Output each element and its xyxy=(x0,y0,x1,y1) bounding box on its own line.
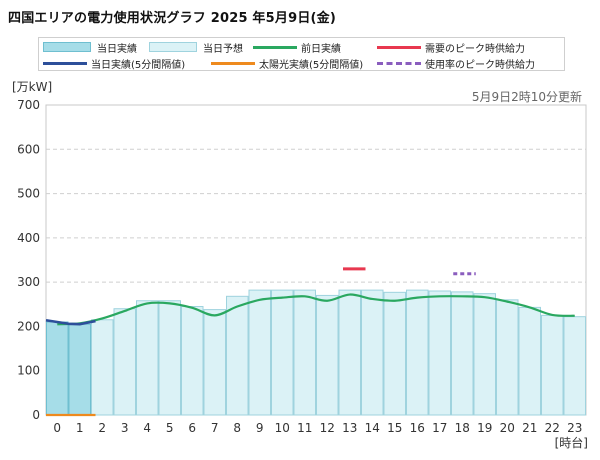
x-tick-label: 20 xyxy=(500,421,515,435)
y-tick-label: 200 xyxy=(17,319,40,333)
legend-label: 当日実績(5分間隔値) xyxy=(91,59,186,71)
bar-today-actual xyxy=(68,323,91,416)
legend-item-usage-peak-supply: 使用率のピーク時供給力 xyxy=(377,56,535,71)
bar-today-forecast xyxy=(136,300,159,416)
legend-swatch-today-5min xyxy=(43,61,87,65)
x-tick-label: 11 xyxy=(297,421,312,435)
line-prev-day-actual xyxy=(57,293,575,326)
legend-label: 前日実績 xyxy=(301,43,341,55)
legend-swatch-solar-5min xyxy=(211,61,255,65)
x-tick-label: 7 xyxy=(211,421,219,435)
bar-today-forecast xyxy=(158,300,181,416)
x-tick-label: 6 xyxy=(188,421,196,435)
legend-label: 当日予想 xyxy=(203,43,243,55)
line-today-5min xyxy=(45,318,96,326)
x-tick-label: 1 xyxy=(76,421,84,435)
updated-timestamp: 5月9日2時10分更新 xyxy=(471,90,582,104)
bar-today-forecast xyxy=(338,289,361,416)
x-tick-label: 8 xyxy=(233,421,241,435)
x-tick-label: 12 xyxy=(320,421,335,435)
y-tick-label: 100 xyxy=(17,364,40,378)
legend-item-today-5min: 当日実績(5分間隔値) xyxy=(43,56,186,71)
x-tick-label: 4 xyxy=(143,421,151,435)
y-tick-label: 600 xyxy=(17,142,40,156)
bar-today-forecast xyxy=(181,306,204,416)
legend-swatch-today-forecast xyxy=(149,42,197,52)
x-tick-label: 19 xyxy=(477,421,492,435)
x-tick-label: 18 xyxy=(455,421,470,435)
bar-today-forecast xyxy=(518,306,541,416)
bar-today-forecast xyxy=(428,290,451,416)
x-tick-label: 9 xyxy=(256,421,264,435)
x-tick-label: 0 xyxy=(53,421,61,435)
y-axis-unit: [万kW] xyxy=(12,80,53,94)
x-tick-label: 2 xyxy=(98,421,106,435)
legend-item-today-forecast: 当日予想 xyxy=(149,40,243,55)
x-tick-label: 13 xyxy=(342,421,357,435)
legend-swatch-today-actual xyxy=(43,42,91,52)
x-tick-label: 21 xyxy=(522,421,537,435)
bar-today-forecast xyxy=(473,293,496,416)
bar-today-forecast xyxy=(496,299,519,416)
legend-label: 太陽光実績(5分間隔値) xyxy=(259,59,364,71)
bar-today-actual xyxy=(46,321,69,416)
x-tick-label: 5 xyxy=(166,421,174,435)
x-tick-label: 3 xyxy=(121,421,129,435)
y-tick-label: 500 xyxy=(17,187,40,201)
legend-item-peak-demand-supply: 需要のピーク時供給力 xyxy=(377,40,525,55)
legend-swatch-peak-demand-supply xyxy=(377,45,421,49)
legend-label: 使用率のピーク時供給力 xyxy=(425,59,535,71)
bar-today-forecast xyxy=(563,316,586,416)
y-tick-label: 700 xyxy=(17,98,40,112)
bar-today-forecast xyxy=(316,294,339,416)
x-tick-label: 15 xyxy=(387,421,402,435)
legend: 当日実績 当日予想 前日実績 需要のピーク時供給力 当日実績(5分間隔値) 太陽… xyxy=(38,37,565,71)
legend-item-prev-day-actual: 前日実績 xyxy=(253,40,341,55)
legend-swatch-usage-peak-supply xyxy=(377,61,421,65)
bar-today-forecast xyxy=(91,319,114,416)
bar-today-forecast xyxy=(226,295,249,416)
x-tick-label: 14 xyxy=(365,421,380,435)
bar-today-forecast xyxy=(541,314,564,416)
x-tick-label: 23 xyxy=(567,421,582,435)
bar-today-forecast xyxy=(113,308,136,416)
y-tick-label: 400 xyxy=(17,231,40,245)
bar-today-forecast xyxy=(271,289,294,416)
x-tick-label: 16 xyxy=(410,421,425,435)
x-tick-label: 17 xyxy=(432,421,447,435)
bar-today-forecast xyxy=(451,291,474,416)
legend-item-solar-5min: 太陽光実績(5分間隔値) xyxy=(211,56,364,71)
y-tick-label: 0 xyxy=(32,408,40,422)
bar-today-forecast xyxy=(383,291,406,416)
x-tick-label: 10 xyxy=(275,421,290,435)
bar-today-forecast xyxy=(248,289,271,416)
bar-today-forecast xyxy=(203,309,226,416)
y-tick-label: 300 xyxy=(17,275,40,289)
bar-today-forecast xyxy=(293,289,316,416)
chart-title: 四国エリアの電力使用状況グラフ 2025 年5月9日(金) xyxy=(8,11,337,26)
legend-label: 当日実績 xyxy=(97,43,137,55)
x-axis-unit: [時台] xyxy=(554,436,588,450)
legend-label: 需要のピーク時供給力 xyxy=(425,43,525,55)
bar-today-forecast xyxy=(406,289,429,416)
x-tick-label: 22 xyxy=(545,421,560,435)
legend-item-today-actual: 当日実績 xyxy=(43,40,137,55)
legend-swatch-prev-day-actual xyxy=(253,45,297,49)
bar-today-forecast xyxy=(361,289,384,416)
